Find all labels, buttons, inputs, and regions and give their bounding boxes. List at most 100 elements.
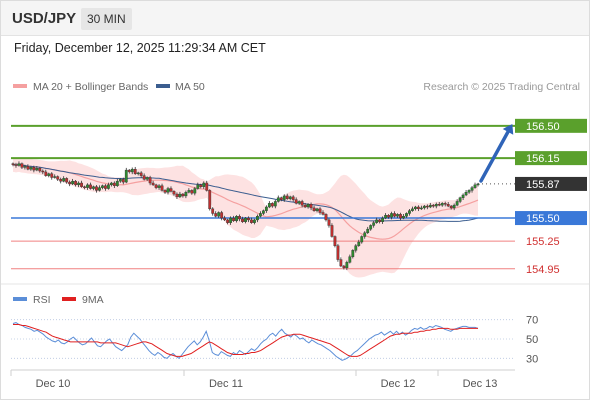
- candle-body: [357, 241, 361, 246]
- candle-body: [26, 166, 30, 170]
- candle-body: [101, 185, 104, 188]
- candle-body: [247, 217, 250, 221]
- candle-body: [446, 204, 450, 207]
- candle-body: [372, 222, 376, 226]
- candle-body: [324, 214, 328, 221]
- candle-body: [130, 168, 134, 173]
- candle-body: [151, 182, 155, 186]
- resistance-label-box: [515, 151, 587, 166]
- candle-body: [363, 232, 367, 237]
- candle-body: [32, 167, 36, 171]
- candle-body: [261, 210, 265, 214]
- candle-body: [315, 208, 319, 211]
- candle-body: [226, 219, 230, 223]
- support-label: 154.95: [526, 264, 560, 276]
- rsi-axis-ticks: 70 50 30: [526, 315, 538, 366]
- candle-body: [115, 180, 119, 186]
- candle-body: [419, 207, 423, 210]
- candle-body: [65, 178, 69, 183]
- candle-body: [390, 213, 393, 218]
- candle-body: [104, 185, 107, 189]
- candle-body: [95, 186, 98, 191]
- candle-body: [71, 180, 75, 185]
- candle-body: [74, 180, 77, 186]
- candle-body: [375, 219, 379, 223]
- candle-body: [250, 219, 253, 223]
- candle-body: [408, 210, 411, 214]
- candle-body: [443, 203, 447, 205]
- resistance-label: 156.15: [526, 153, 560, 165]
- resistance-label: 156.50: [526, 121, 560, 133]
- candle-body: [336, 245, 340, 260]
- rsi-tick-label: 50: [526, 334, 538, 346]
- timestamp: Friday, December 12, 2025 11:29:34 AM CE…: [14, 41, 266, 55]
- key-levels: [11, 124, 515, 270]
- candle-body: [17, 163, 21, 166]
- candle-body: [106, 184, 110, 189]
- candle-body: [437, 204, 441, 206]
- candle-body: [136, 172, 140, 175]
- candle-body: [282, 195, 286, 200]
- candle-body: [14, 164, 18, 166]
- candle-body: [366, 228, 370, 234]
- candle-body: [393, 213, 396, 217]
- support-label: 155.25: [526, 236, 560, 248]
- candle-body: [309, 204, 313, 209]
- candle-body: [86, 184, 89, 188]
- candle-body: [342, 265, 346, 269]
- candle-body: [473, 184, 477, 188]
- candle-body: [47, 173, 51, 176]
- candle-body: [124, 169, 128, 183]
- candle-body: [399, 214, 402, 219]
- candle-body: [217, 212, 221, 217]
- candle-body: [190, 190, 194, 194]
- forecast-arrow: [479, 123, 514, 183]
- candle-body: [244, 217, 247, 222]
- candle-body: [20, 163, 24, 168]
- candle-body: [68, 181, 72, 185]
- interval-button[interactable]: 30 MIN: [81, 8, 132, 30]
- candle-body: [121, 179, 125, 183]
- candle-body: [428, 204, 432, 208]
- candle-body: [187, 190, 191, 193]
- candle-body: [449, 205, 453, 209]
- candle-body: [41, 170, 45, 173]
- current-price-label: 155.87: [526, 179, 560, 191]
- candle-body: [211, 208, 215, 214]
- candle-body: [402, 216, 405, 219]
- chart-header: USD/JPY 30 MIN: [1, 1, 589, 36]
- candle-body: [56, 176, 60, 180]
- candle-body: [166, 188, 170, 193]
- candle-body: [59, 179, 63, 182]
- candle-body: [145, 177, 149, 180]
- candle-body: [241, 218, 244, 222]
- candle-body: [178, 193, 182, 198]
- candle-body: [157, 185, 161, 188]
- candle-body: [238, 216, 241, 220]
- moving-averages: [12, 163, 479, 240]
- candle-body: [452, 204, 456, 209]
- candle-body: [53, 176, 57, 178]
- candle-body: [89, 184, 92, 189]
- candle-body: [118, 179, 122, 182]
- candle-body: [348, 256, 352, 263]
- candle-body: [109, 182, 113, 186]
- candle-body: [112, 182, 116, 186]
- candle-body: [253, 219, 256, 223]
- candle-body: [80, 182, 83, 187]
- candle-body: [416, 206, 420, 210]
- candle-body: [300, 201, 304, 206]
- rsi-legend-swatch: [13, 297, 27, 301]
- candle-body: [461, 194, 465, 198]
- candle-body: [378, 219, 382, 222]
- ma20-legend-label: MA 20 + Bollinger Bands: [33, 81, 148, 93]
- rsi-legend-label: RSI: [33, 294, 51, 306]
- candle-body: [333, 236, 337, 246]
- level-labels: 156.50 156.15 155.87 155.50 155.25 154.95: [515, 118, 587, 276]
- candle-body: [83, 186, 86, 188]
- candle-body: [425, 205, 429, 208]
- candle-body: [172, 191, 176, 195]
- candle-body: [285, 195, 289, 199]
- candle-body: [11, 163, 15, 165]
